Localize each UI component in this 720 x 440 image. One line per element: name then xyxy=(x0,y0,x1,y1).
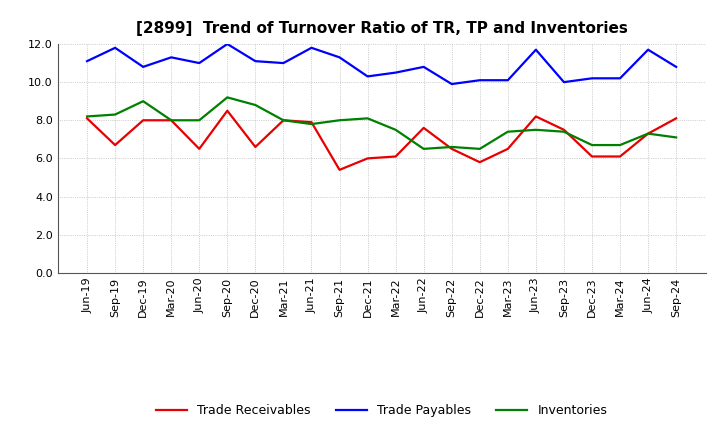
Trade Payables xyxy=(672,64,680,70)
Trade Receivables xyxy=(83,116,91,121)
Trade Receivables xyxy=(559,127,568,132)
Trade Payables xyxy=(503,77,512,83)
Trade Payables xyxy=(644,47,652,52)
Trade Receivables xyxy=(279,117,288,123)
Trade Payables xyxy=(364,74,372,79)
Inventories xyxy=(195,117,204,123)
Inventories xyxy=(447,144,456,150)
Trade Payables xyxy=(559,80,568,85)
Trade Payables xyxy=(616,76,624,81)
Inventories xyxy=(167,117,176,123)
Trade Receivables xyxy=(672,116,680,121)
Trade Payables xyxy=(419,64,428,70)
Inventories xyxy=(503,129,512,134)
Trade Receivables xyxy=(531,114,540,119)
Inventories xyxy=(279,117,288,123)
Trade Payables xyxy=(336,55,344,60)
Trade Receivables xyxy=(588,154,596,159)
Inventories xyxy=(391,127,400,132)
Inventories xyxy=(364,116,372,121)
Trade Receivables xyxy=(419,125,428,131)
Title: [2899]  Trend of Turnover Ratio of TR, TP and Inventories: [2899] Trend of Turnover Ratio of TR, TP… xyxy=(135,21,628,36)
Trade Payables xyxy=(475,77,484,83)
Inventories xyxy=(336,117,344,123)
Inventories xyxy=(83,114,91,119)
Line: Inventories: Inventories xyxy=(87,97,676,149)
Trade Receivables xyxy=(475,160,484,165)
Trade Payables xyxy=(391,70,400,75)
Trade Receivables xyxy=(223,108,232,114)
Line: Trade Receivables: Trade Receivables xyxy=(87,111,676,170)
Trade Payables xyxy=(251,59,260,64)
Trade Payables xyxy=(195,60,204,66)
Trade Payables xyxy=(307,45,316,51)
Trade Payables xyxy=(83,59,91,64)
Trade Receivables xyxy=(111,143,120,148)
Trade Receivables xyxy=(364,156,372,161)
Inventories xyxy=(475,146,484,151)
Trade Payables xyxy=(111,45,120,51)
Trade Payables xyxy=(447,81,456,87)
Trade Payables xyxy=(223,41,232,47)
Trade Receivables xyxy=(167,117,176,123)
Trade Payables xyxy=(139,64,148,70)
Trade Receivables xyxy=(336,167,344,172)
Trade Receivables xyxy=(307,120,316,125)
Inventories xyxy=(531,127,540,132)
Inventories xyxy=(251,103,260,108)
Line: Trade Payables: Trade Payables xyxy=(87,44,676,84)
Trade Payables xyxy=(588,76,596,81)
Inventories xyxy=(616,143,624,148)
Inventories xyxy=(588,143,596,148)
Trade Receivables xyxy=(251,144,260,150)
Trade Receivables xyxy=(391,154,400,159)
Inventories xyxy=(111,112,120,117)
Inventories xyxy=(139,99,148,104)
Inventories xyxy=(559,129,568,134)
Trade Receivables xyxy=(503,146,512,151)
Trade Receivables xyxy=(616,154,624,159)
Trade Payables xyxy=(167,55,176,60)
Trade Receivables xyxy=(195,146,204,151)
Trade Receivables xyxy=(644,131,652,136)
Inventories xyxy=(223,95,232,100)
Trade Receivables xyxy=(139,117,148,123)
Trade Receivables xyxy=(447,146,456,151)
Trade Payables xyxy=(279,60,288,66)
Inventories xyxy=(644,131,652,136)
Inventories xyxy=(307,121,316,127)
Trade Payables xyxy=(531,47,540,52)
Inventories xyxy=(672,135,680,140)
Inventories xyxy=(419,146,428,151)
Legend: Trade Receivables, Trade Payables, Inventories: Trade Receivables, Trade Payables, Inven… xyxy=(150,398,613,424)
